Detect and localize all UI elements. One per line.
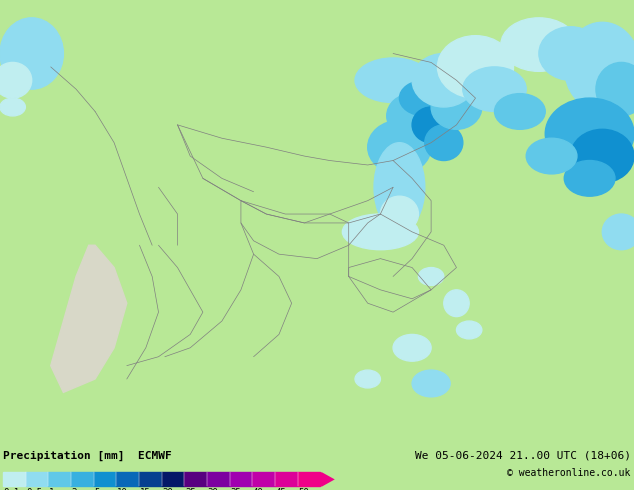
Text: 0.5: 0.5 bbox=[27, 488, 42, 490]
Ellipse shape bbox=[393, 334, 431, 361]
Ellipse shape bbox=[425, 125, 463, 161]
Ellipse shape bbox=[412, 107, 450, 143]
Text: 2: 2 bbox=[72, 488, 77, 490]
Text: 0.1: 0.1 bbox=[4, 488, 20, 490]
Ellipse shape bbox=[412, 370, 450, 397]
Ellipse shape bbox=[355, 370, 380, 388]
Ellipse shape bbox=[545, 98, 634, 170]
Text: 15: 15 bbox=[139, 488, 150, 490]
Ellipse shape bbox=[602, 214, 634, 250]
Bar bbox=[230, 472, 252, 487]
Ellipse shape bbox=[463, 67, 526, 112]
Text: 35: 35 bbox=[230, 488, 241, 490]
Text: 45: 45 bbox=[276, 488, 287, 490]
Ellipse shape bbox=[368, 121, 431, 174]
Text: 25: 25 bbox=[185, 488, 196, 490]
Ellipse shape bbox=[380, 196, 418, 232]
Ellipse shape bbox=[355, 58, 431, 102]
Ellipse shape bbox=[539, 27, 602, 80]
Ellipse shape bbox=[412, 53, 476, 107]
Text: 20: 20 bbox=[162, 488, 173, 490]
Ellipse shape bbox=[564, 161, 615, 196]
Bar bbox=[162, 472, 184, 487]
Ellipse shape bbox=[0, 18, 63, 89]
Bar bbox=[71, 472, 94, 487]
Bar bbox=[139, 472, 162, 487]
Ellipse shape bbox=[342, 214, 418, 250]
Text: We 05-06-2024 21..00 UTC (18+06): We 05-06-2024 21..00 UTC (18+06) bbox=[415, 450, 631, 460]
Bar bbox=[275, 472, 297, 487]
Bar bbox=[117, 472, 139, 487]
Ellipse shape bbox=[444, 290, 469, 317]
Bar bbox=[26, 472, 48, 487]
Bar bbox=[48, 472, 71, 487]
Ellipse shape bbox=[564, 22, 634, 111]
Bar bbox=[184, 472, 207, 487]
Ellipse shape bbox=[431, 85, 482, 129]
Ellipse shape bbox=[571, 129, 634, 183]
Ellipse shape bbox=[526, 138, 577, 174]
Ellipse shape bbox=[399, 80, 450, 116]
FancyArrow shape bbox=[321, 472, 335, 487]
Ellipse shape bbox=[456, 321, 482, 339]
Text: 40: 40 bbox=[253, 488, 264, 490]
Text: 1: 1 bbox=[49, 488, 55, 490]
Bar bbox=[94, 472, 117, 487]
Ellipse shape bbox=[0, 62, 32, 98]
Ellipse shape bbox=[0, 98, 25, 116]
Text: 10: 10 bbox=[117, 488, 128, 490]
Text: 5: 5 bbox=[94, 488, 100, 490]
Bar bbox=[3, 472, 26, 487]
Ellipse shape bbox=[437, 36, 514, 98]
Text: 50: 50 bbox=[298, 488, 309, 490]
Ellipse shape bbox=[418, 268, 444, 285]
Ellipse shape bbox=[374, 143, 425, 232]
Text: © weatheronline.co.uk: © weatheronline.co.uk bbox=[507, 468, 631, 478]
Bar bbox=[207, 472, 230, 487]
Ellipse shape bbox=[501, 18, 577, 72]
Ellipse shape bbox=[387, 94, 437, 138]
Text: 30: 30 bbox=[207, 488, 218, 490]
Text: Precipitation [mm]  ECMWF: Precipitation [mm] ECMWF bbox=[3, 450, 172, 461]
Polygon shape bbox=[51, 245, 127, 392]
Ellipse shape bbox=[495, 94, 545, 129]
Bar bbox=[297, 472, 320, 487]
Bar bbox=[252, 472, 275, 487]
Ellipse shape bbox=[596, 62, 634, 116]
